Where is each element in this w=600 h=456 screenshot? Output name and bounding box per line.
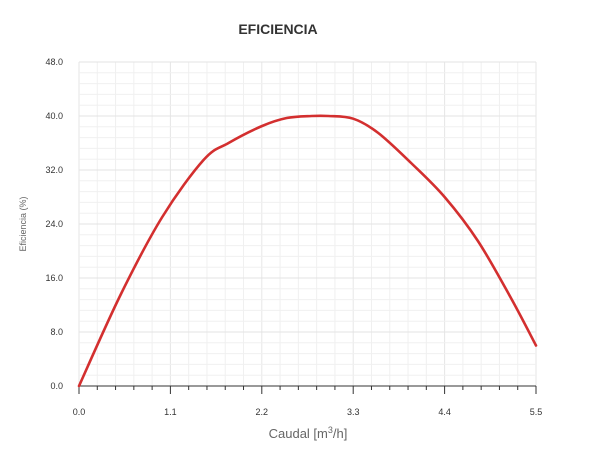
chart-title: EFICIENCIA <box>238 21 317 37</box>
y-axis-ticks: 0.0 8.0 16.0 24.0 32.0 40.0 48.0 <box>45 57 63 391</box>
y-tick-label: 40.0 <box>45 111 63 121</box>
x-tick-label: 1.1 <box>164 407 177 417</box>
x-tick-label: 2.2 <box>256 407 269 417</box>
x-tick-label: 4.4 <box>438 407 451 417</box>
x-axis-label-superscript: 3 <box>328 425 333 435</box>
grid <box>78 61 537 387</box>
series-lines <box>77 114 538 388</box>
x-tick-label: 5.5 <box>530 407 543 417</box>
x-axis-label: Caudal [m3/h] <box>269 425 348 441</box>
y-tick-label: 8.0 <box>50 327 63 337</box>
y-axis-label: Eficiencia (%) <box>18 196 28 251</box>
x-axis-label-tail: /h] <box>333 426 347 441</box>
y-tick-label: 32.0 <box>45 165 63 175</box>
x-tick-label: 0.0 <box>73 407 86 417</box>
x-axis-ticks: 0.0 1.1 2.2 3.3 4.4 5.5 <box>73 386 543 417</box>
y-tick-label: 16.0 <box>45 273 63 283</box>
x-tick-label: 3.3 <box>347 407 360 417</box>
x-axis-label-main: Caudal [m <box>269 426 328 441</box>
y-tick-label: 48.0 <box>45 57 63 67</box>
y-tick-label: 0.0 <box>50 381 63 391</box>
y-tick-label: 24.0 <box>45 219 63 229</box>
efficiency-line <box>77 114 538 388</box>
